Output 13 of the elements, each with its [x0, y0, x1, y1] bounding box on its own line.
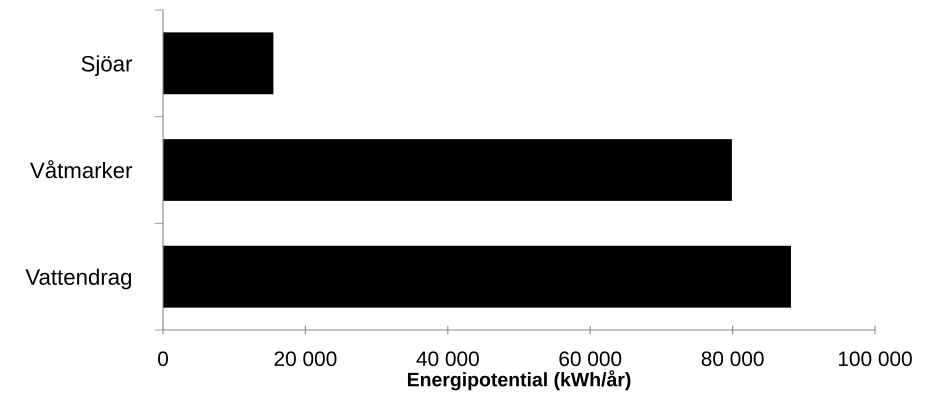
x-tick-label: 100 000 — [838, 351, 912, 366]
x-tick-label: 20 000 — [274, 351, 336, 366]
x-tick-label: 80 000 — [702, 351, 764, 366]
y-tick-label: Vattendrag — [25, 268, 132, 290]
bar — [163, 139, 732, 201]
x-tick-label: 0 — [158, 351, 168, 366]
x-tick-label: 60 000 — [559, 351, 622, 366]
y-tick-label: Våtmarker — [30, 160, 132, 178]
bar — [163, 246, 791, 308]
y-tick-label: Sjöar — [82, 55, 132, 76]
x-axis-title: Energipotential (kWh/år) — [408, 370, 630, 390]
x-tick-label: 40 000 — [416, 351, 479, 366]
bar — [163, 32, 274, 94]
